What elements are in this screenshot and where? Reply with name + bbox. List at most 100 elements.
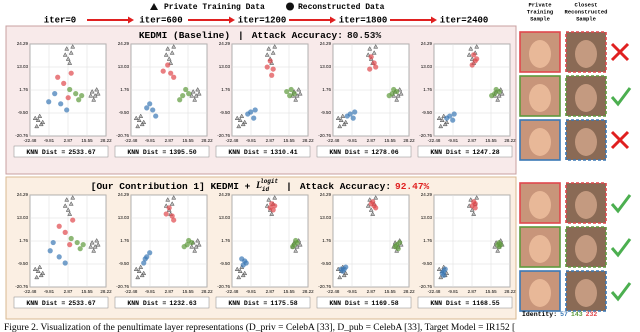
private-point xyxy=(495,97,501,102)
y-tick-label: 13.03 xyxy=(118,64,130,69)
y-tick-label: 24.29 xyxy=(320,192,332,197)
y-tick-label: 13.03 xyxy=(17,215,29,220)
private-point xyxy=(237,268,243,273)
private-point xyxy=(70,195,76,200)
reconstructed-point xyxy=(147,250,153,256)
private-point xyxy=(136,268,142,273)
reconstructed-point xyxy=(58,101,64,107)
private-point xyxy=(242,270,248,275)
private-point xyxy=(242,119,248,124)
x-tick-label: -22.48 xyxy=(226,138,239,143)
cross-mark xyxy=(610,42,630,62)
y-tick-label: 24.29 xyxy=(118,192,130,197)
iteration-label: iter=2400 xyxy=(440,15,489,25)
x-tick-label: 2.87 xyxy=(468,289,477,294)
knn-label: KNN Dist = 2533.67 xyxy=(26,300,95,307)
x-tick-label: 28.22 xyxy=(201,289,213,294)
private-point xyxy=(64,46,70,51)
cross-mark xyxy=(610,130,630,150)
reconstructed-point xyxy=(76,97,82,103)
reconstructed-point xyxy=(472,205,478,211)
reconstructed-point xyxy=(77,246,83,252)
x-tick-label: -9.81 xyxy=(448,138,459,143)
knn-label: KNN Dist = 1310.41 xyxy=(228,149,297,156)
private-point xyxy=(32,266,38,271)
reconstructed-point xyxy=(56,254,62,260)
private-point xyxy=(270,50,276,55)
knn-label: KNN Dist = 1168.55 xyxy=(430,300,499,307)
private-point xyxy=(337,274,343,280)
text-part: 1247.28 xyxy=(472,149,499,156)
reconstructed-point xyxy=(70,217,76,223)
x-tick-label: -9.81 xyxy=(145,138,156,143)
text-part: | xyxy=(238,30,244,41)
reconstructed-point xyxy=(141,260,147,266)
x-tick-label: 15.55 xyxy=(384,289,396,294)
private-point xyxy=(65,56,71,61)
private-point xyxy=(234,115,240,120)
private-point xyxy=(165,197,171,202)
reconstructed-point xyxy=(264,64,270,70)
reconstructed-point xyxy=(267,205,273,211)
y-tick-label: -20.76 xyxy=(419,284,432,289)
y-tick-label: 24.29 xyxy=(17,41,29,46)
text-part: | xyxy=(286,181,292,192)
column-header: Reconstructed xyxy=(565,8,608,15)
reconstructed-point xyxy=(243,260,249,266)
knn-box xyxy=(13,145,109,158)
private-point xyxy=(62,52,68,57)
reconstructed-point xyxy=(474,56,480,62)
private-point xyxy=(34,274,40,280)
text-part: KNN Dist = xyxy=(127,300,166,307)
private-point xyxy=(496,93,502,98)
reconstructed-point xyxy=(67,86,73,93)
knn-label: KNN Dist = 1175.58 xyxy=(228,300,297,307)
private-point xyxy=(165,46,171,51)
private-point xyxy=(297,242,303,247)
private-point xyxy=(67,60,73,65)
private-point xyxy=(239,113,245,118)
x-tick-label: 28.22 xyxy=(403,289,415,294)
reconstructed-point xyxy=(65,95,71,101)
text-part: Attack Accuracy: xyxy=(252,30,343,41)
private-point xyxy=(67,211,73,216)
knn-box xyxy=(417,296,513,309)
check-mark xyxy=(610,87,632,107)
private-point xyxy=(442,121,448,127)
x-tick-label: -9.81 xyxy=(44,289,55,294)
x-tick-label: -9.81 xyxy=(448,289,459,294)
column-header: Sample xyxy=(576,15,597,22)
y-tick-label: 24.29 xyxy=(17,192,29,197)
private-point xyxy=(343,119,349,124)
reconstructed-point xyxy=(287,93,293,99)
reconstructed-point xyxy=(397,239,403,246)
x-tick-label: 15.55 xyxy=(283,289,295,294)
reconstructed-point xyxy=(450,117,456,123)
private-point xyxy=(40,119,46,124)
face-shape xyxy=(575,191,597,219)
reconstructed-point xyxy=(270,66,276,72)
private-point xyxy=(94,87,100,92)
private-point xyxy=(38,121,44,127)
x-tick-label: 15.55 xyxy=(81,289,93,294)
private-point xyxy=(141,119,147,124)
private-point xyxy=(64,197,70,202)
reconstructed-point xyxy=(68,235,74,242)
text-part: [Our Contribution 1] KEDMI + xyxy=(91,181,256,192)
knn-label: KNN Dist = 1169.58 xyxy=(329,300,398,307)
private-point xyxy=(195,238,201,243)
private-point xyxy=(91,97,97,102)
check-mark xyxy=(610,238,632,258)
y-tick-label: 24.29 xyxy=(320,41,332,46)
private-point xyxy=(38,272,44,278)
x-tick-label: 2.87 xyxy=(165,138,174,143)
text-part: L xyxy=(255,181,262,191)
reconstructed-point xyxy=(147,101,153,107)
legend-label: Private Training Data xyxy=(164,3,265,12)
text-part: 1278.06 xyxy=(371,149,398,156)
reconstructed-point xyxy=(180,93,186,99)
x-tick-label: -22.48 xyxy=(327,289,340,294)
reconstructed-point xyxy=(62,260,68,266)
private-point xyxy=(338,117,344,122)
